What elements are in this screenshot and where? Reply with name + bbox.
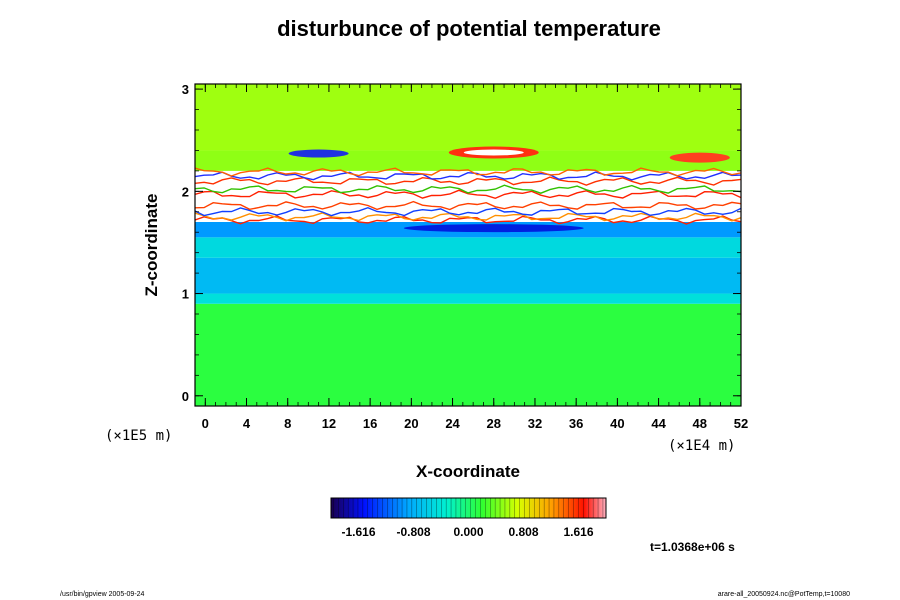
x-tick-label: 36 — [569, 416, 583, 431]
colorbar-levels — [331, 498, 606, 518]
contour-streak — [195, 189, 741, 200]
field-band — [195, 303, 741, 406]
x-tick-label: 32 — [528, 416, 542, 431]
contour-streak — [195, 184, 741, 194]
field-band — [195, 170, 741, 222]
y-axis-unit: (×1E5 m) — [105, 428, 172, 444]
x-tick-label: 0 — [202, 416, 209, 431]
x-tick-label: 8 — [284, 416, 291, 431]
warm-blob-core — [463, 149, 524, 156]
y-tick-label: 1 — [182, 287, 189, 302]
x-tick-label: 4 — [243, 416, 251, 431]
x-tick-label: 28 — [487, 416, 501, 431]
plot-frame — [194, 83, 742, 407]
colorbar-tick-label: -1.616 — [341, 525, 375, 539]
field-band — [195, 84, 741, 151]
x-tick-label: 40 — [610, 416, 624, 431]
contour-streak — [195, 206, 741, 217]
colorbar-tick-label: 0.000 — [453, 525, 483, 539]
field-band — [195, 293, 741, 304]
y-tick-label: 3 — [182, 82, 189, 97]
contour-streak — [195, 171, 741, 181]
footer-left: /usr/bin/gpview 2005-09-24 — [60, 591, 145, 598]
x-tick-label: 48 — [693, 416, 707, 431]
x-tick-label: 12 — [322, 416, 336, 431]
footer-right: arare-all_20050924.nc@PotTemp,t=10080 — [718, 591, 850, 598]
y-tick-label: 2 — [182, 184, 189, 199]
field-band — [195, 237, 741, 258]
heatmap-streaks — [195, 146, 741, 233]
x-tick-label: 16 — [363, 416, 377, 431]
x-tick-label: 44 — [651, 416, 666, 431]
colorbar-tick-label: -0.808 — [396, 525, 430, 539]
cold-blob — [403, 224, 584, 233]
heatmap-field — [195, 84, 741, 406]
x-axis-title: X-coordinate — [416, 462, 520, 481]
x-tick-label: 52 — [734, 416, 748, 431]
contour-streak — [195, 176, 741, 186]
time-label: t=1.0368e+06 s — [650, 540, 735, 554]
colorbar-tick-label: 1.616 — [563, 525, 593, 539]
x-tick-label: 24 — [445, 416, 460, 431]
y-axis-title: Z-coordinate — [142, 194, 161, 297]
x-axis: 0 4 8 12 16 20 24 28 32 36 40 44 48 52 — [202, 84, 748, 431]
y-axis: 0 1 2 3 — [182, 82, 741, 404]
x-axis-unit: (×1E4 m) — [668, 438, 735, 454]
colorbar-tick-label: 0.808 — [508, 525, 538, 539]
colorbar: -1.616 -0.808 0.000 0.808 1.616 — [330, 497, 607, 539]
y-tick-label: 0 — [182, 389, 189, 404]
colorbar-frame — [330, 497, 607, 519]
x-tick-label: 20 — [404, 416, 418, 431]
field-band — [195, 257, 741, 294]
chart-title: disturbunce of potential temperature — [277, 16, 661, 41]
contour-streak — [195, 167, 741, 177]
cold-blob — [288, 149, 349, 158]
contour-streak — [195, 200, 741, 211]
warm-blob — [669, 152, 730, 163]
